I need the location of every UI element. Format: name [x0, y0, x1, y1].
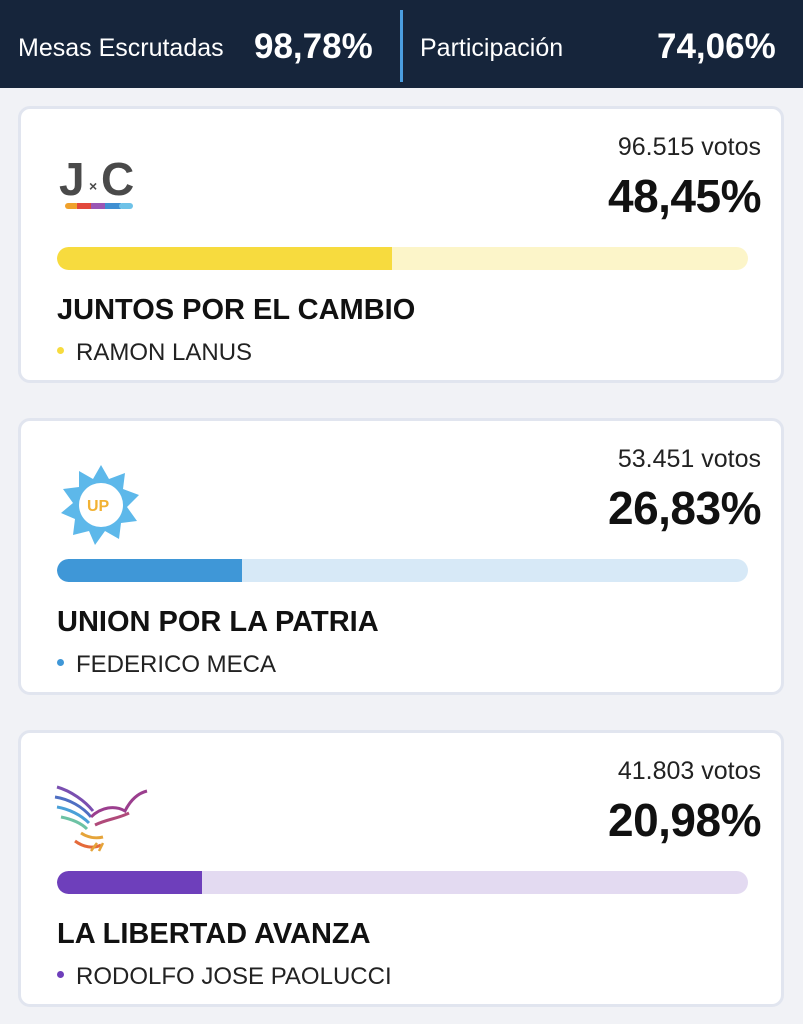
eagle-logo-icon: [51, 767, 151, 867]
votes-count: 96.515 votos: [617, 133, 761, 161]
candidate-label: RODOLFO JOSE PAOLUCCI: [76, 963, 392, 990]
svg-text:UP: UP: [87, 498, 110, 515]
bullet-icon: [57, 347, 64, 355]
candidate-label: RAMON LANUS: [76, 339, 253, 366]
candidate-name: RODOLFO JOSE PAOLUCCI: [57, 963, 392, 991]
candidate-name: FEDERICO MECA: [57, 651, 276, 679]
party-card-lla[interactable]: 41.803 votos 20,98% LA LIBERTAD AVANZA R…: [18, 730, 784, 1007]
bullet-icon: [57, 971, 64, 979]
candidate-name: RAMON LANUS: [57, 339, 252, 367]
party-card-up[interactable]: UP 53.451 votos 26,83% UNION POR LA PATR…: [18, 418, 784, 695]
vote-percentage: 26,83%: [607, 482, 762, 534]
summary-divider: [400, 10, 403, 82]
vote-share-bar: [57, 559, 748, 582]
party-name: UNION POR LA PATRIA: [57, 606, 379, 638]
vote-percentage: 48,45%: [607, 170, 762, 222]
svg-text:J: J: [59, 153, 85, 205]
jxc-logo-icon: J × C: [51, 143, 151, 243]
votes-count: 53.451 votos: [617, 445, 761, 473]
vote-share-fill: [57, 247, 392, 270]
party-name: JUNTOS POR EL CAMBIO: [57, 294, 416, 326]
svg-text:C: C: [101, 153, 134, 205]
vote-share-fill: [57, 871, 202, 894]
votes-count: 41.803 votos: [617, 757, 761, 785]
participacion-label: Participación: [420, 34, 564, 62]
bullet-icon: [57, 659, 64, 667]
vote-share-bar: [57, 247, 748, 270]
candidate-label: FEDERICO MECA: [76, 651, 277, 678]
vote-share-fill: [57, 559, 243, 582]
vote-share-bar: [57, 871, 748, 894]
results-summary-bar: Mesas Escrutadas 98,78% Participación 74…: [0, 0, 803, 88]
party-name: LA LIBERTAD AVANZA: [57, 918, 371, 950]
mesas-escrutadas-value: 98,78%: [254, 27, 373, 66]
svg-text:×: ×: [89, 178, 97, 194]
mesas-escrutadas-label: Mesas Escrutadas: [18, 34, 224, 62]
up-logo-icon: UP: [51, 455, 151, 555]
participacion-value: 74,06%: [657, 27, 776, 66]
party-card-jxc[interactable]: J × C 96.515 votos 48,45% JUNTOS POR EL …: [18, 106, 784, 383]
vote-percentage: 20,98%: [607, 794, 762, 846]
